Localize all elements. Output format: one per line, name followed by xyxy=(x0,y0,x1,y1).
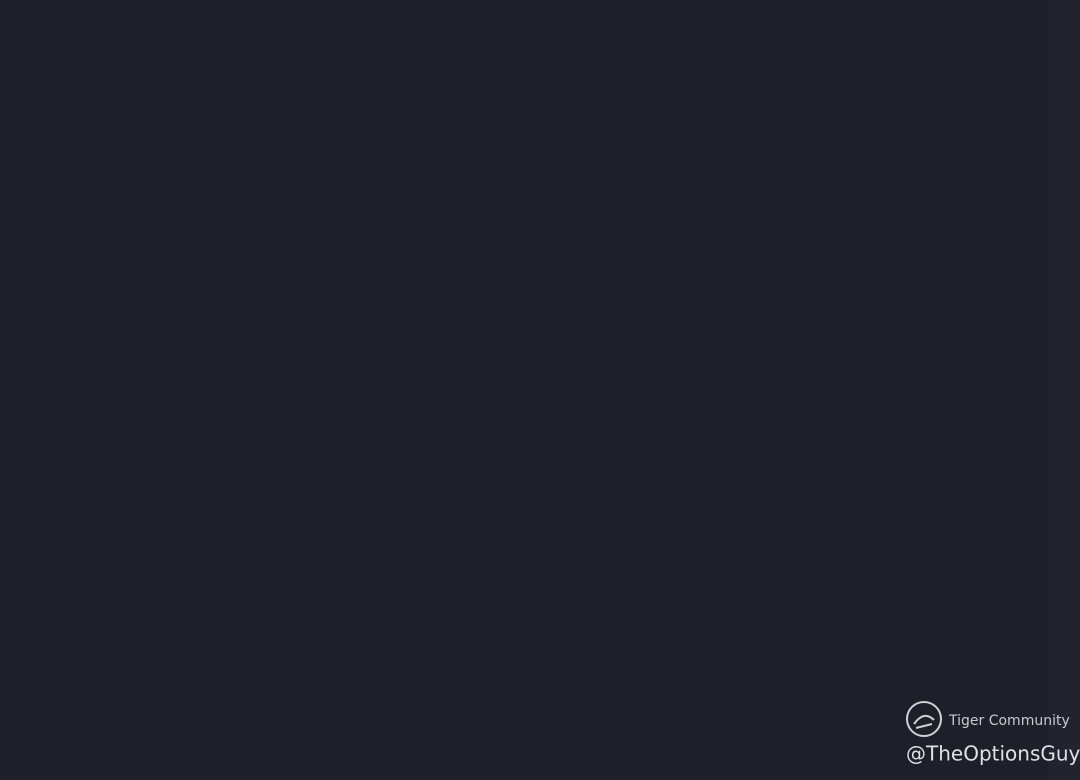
logo-mark xyxy=(913,714,935,729)
logo xyxy=(906,701,942,737)
brand: Tiger Community xyxy=(948,713,1070,729)
watermark: Tiger Community @TheOptionsGuy xyxy=(906,701,1080,766)
handle: @TheOptionsGuy xyxy=(906,742,1080,766)
right-gutter xyxy=(1048,0,1080,780)
